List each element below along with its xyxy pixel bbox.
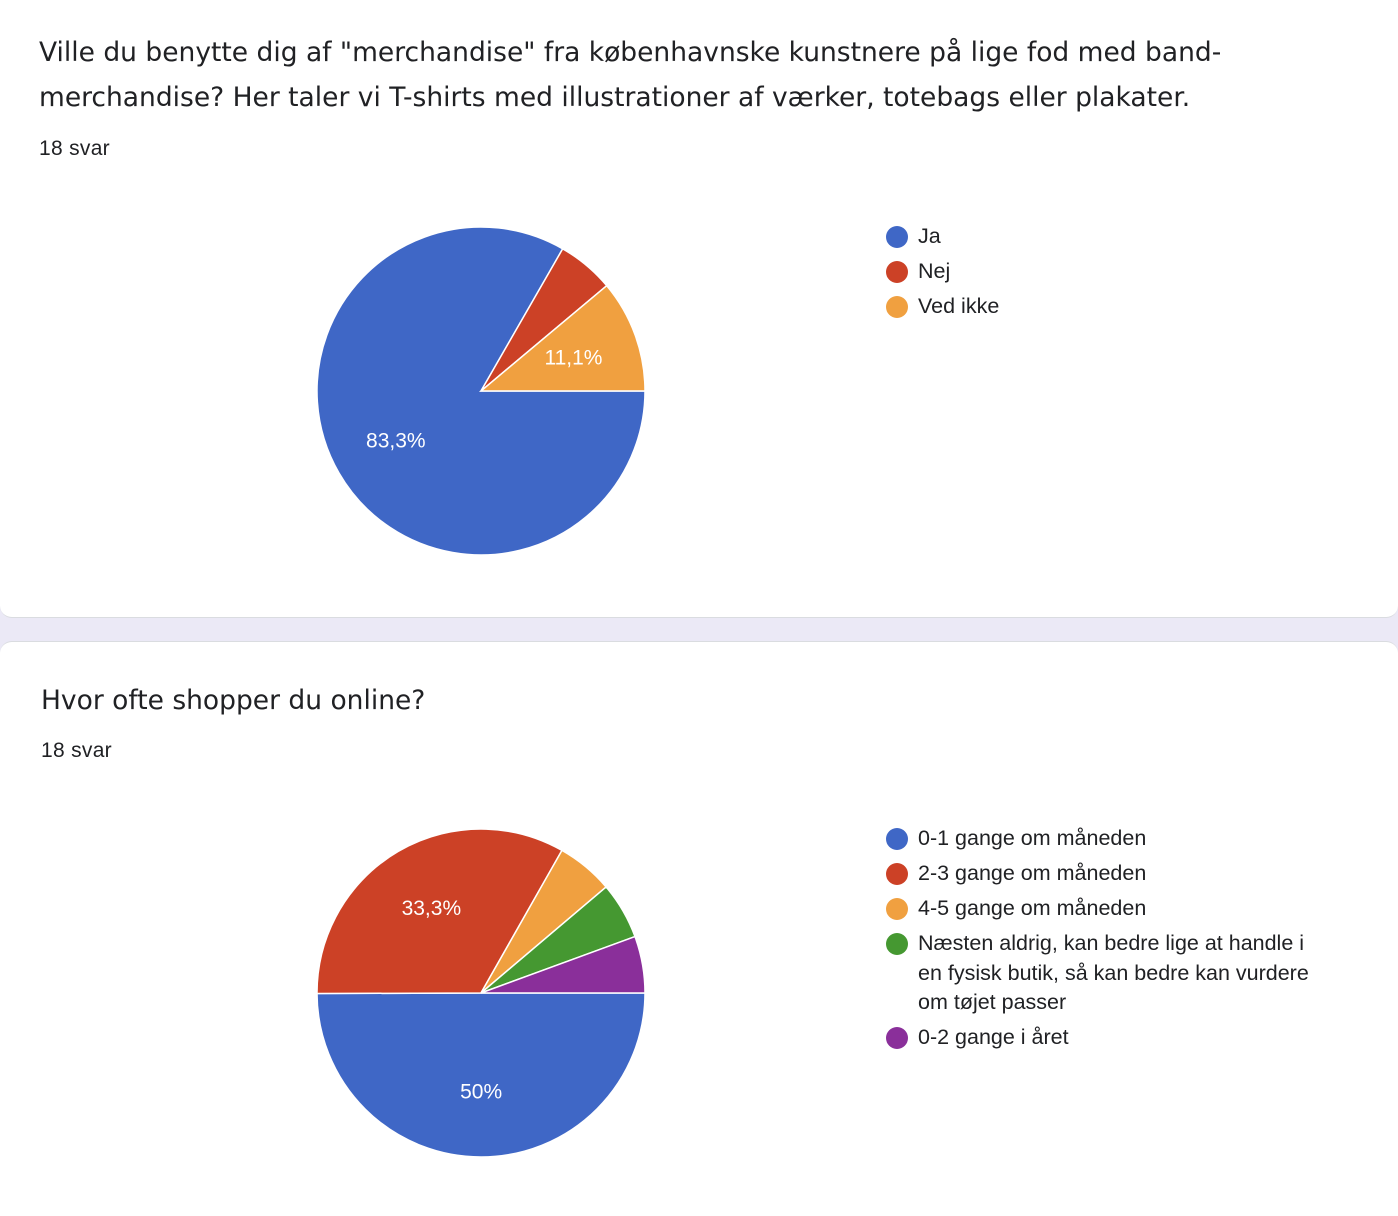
question-card-shopping-frequency: Hvor ofte shopper du online? 18 svar 50%… xyxy=(0,641,1398,1216)
pie-slice-2-3-gange-om-ma-neden[interactable] xyxy=(316,828,563,995)
legend-item-2-3-gange-om-ma-neden[interactable]: 2-3 gange om måneden xyxy=(886,859,1326,889)
response-count: 18 svar xyxy=(41,739,112,762)
legend-swatch xyxy=(886,296,908,318)
legend-item-ja[interactable]: Ja xyxy=(886,222,1346,252)
slice-label-ved-ikke: 11,1% xyxy=(544,346,602,369)
slice-label-0-1-gange-om-ma-neden: 50% xyxy=(460,1080,502,1103)
legend-label: 0-2 gange i året xyxy=(918,1025,1069,1049)
legend-swatch xyxy=(886,261,908,283)
legend-swatch xyxy=(886,1027,908,1049)
legend-label: 4-5 gange om måneden xyxy=(918,896,1147,920)
question-title: Ville du benytte dig af "merchandise" fr… xyxy=(39,37,1222,113)
legend-swatch xyxy=(886,863,908,885)
legend-label: 0-1 gange om måneden xyxy=(918,826,1147,850)
pie-slice-0-2-gange-i-a-ret[interactable] xyxy=(480,935,646,994)
legend-label: Ved ikke xyxy=(918,294,1000,318)
response-count: 18 svar xyxy=(39,137,110,160)
legend-label: 2-3 gange om måneden xyxy=(918,861,1147,885)
legend-swatch xyxy=(886,933,908,955)
slice-label-2-3-gange-om-ma-neden: 33,3% xyxy=(402,897,462,920)
pie-chart-shopping-frequency: 50% 33,3% xyxy=(316,828,646,1158)
chart-legend-merchandise: Ja Nej Ved ikke xyxy=(886,222,1346,327)
legend-label: Ja xyxy=(918,224,941,248)
legend-swatch xyxy=(886,226,908,248)
pie-slice-0-1-gange-om-ma-neden[interactable] xyxy=(316,992,646,1158)
legend-swatch xyxy=(886,898,908,920)
pie-slice-ved-ikke[interactable] xyxy=(478,284,646,392)
slice-label-ja: 83,3% xyxy=(366,429,426,452)
legend-item-nej[interactable]: Nej xyxy=(886,257,1346,287)
legend-item-ved-ikke[interactable]: Ved ikke xyxy=(886,292,1346,322)
legend-item-n-sten-aldrig-kan-bedre-lige-a[interactable]: Næsten aldrig, kan bedre lige at handle … xyxy=(886,929,1326,1018)
legend-item-0-1-gange-om-ma-neden[interactable]: 0-1 gange om måneden xyxy=(886,824,1326,854)
question-title: Hvor ofte shopper du online? xyxy=(41,685,426,716)
legend-swatch xyxy=(886,828,908,850)
legend-label: Nej xyxy=(918,259,951,283)
pie-slice-ja[interactable] xyxy=(316,226,646,556)
legend-label: Næsten aldrig, kan bedre lige at handle … xyxy=(918,931,1309,1014)
legend-item-0-2-gange-i-a-ret[interactable]: 0-2 gange i året xyxy=(886,1023,1326,1053)
chart-legend-shopping-frequency: 0-1 gange om måneden 2-3 gange om måneden… xyxy=(886,824,1326,1058)
legend-item-4-5-gange-om-ma-neden[interactable]: 4-5 gange om måneden xyxy=(886,894,1326,924)
question-card-merchandise: Ville du benytte dig af "merchandise" fr… xyxy=(0,0,1398,618)
pie-chart-merchandise: 83,3% 11,1% xyxy=(316,226,646,556)
